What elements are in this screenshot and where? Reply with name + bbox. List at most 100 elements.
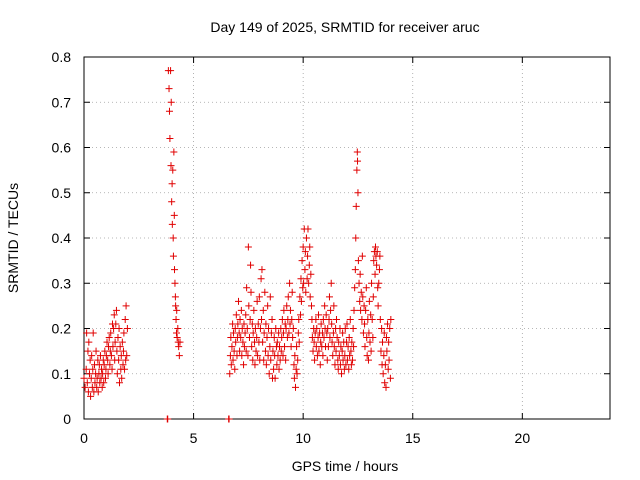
data-point (83, 379, 91, 387)
data-point (165, 85, 173, 93)
x-tick-label: 10 (295, 430, 311, 446)
data-point (266, 343, 274, 351)
data-point (375, 279, 383, 287)
y-tick-label: 0.3 (52, 275, 72, 291)
data-point (307, 270, 315, 278)
data-point (306, 293, 314, 301)
data-point (281, 343, 289, 351)
data-point (353, 148, 361, 156)
data-point (114, 334, 122, 342)
data-point (368, 279, 376, 287)
data-point (307, 302, 315, 310)
data-point (354, 257, 362, 265)
data-point (264, 352, 272, 360)
data-point (366, 338, 374, 346)
data-point (317, 338, 325, 346)
data-point (106, 347, 114, 355)
data-point (121, 315, 129, 323)
y-tick-label: 0.7 (52, 94, 72, 110)
data-point (301, 248, 309, 256)
data-point (251, 361, 259, 369)
data-point (295, 315, 303, 323)
data-point (257, 275, 265, 283)
data-point (313, 325, 321, 332)
data-point (371, 243, 379, 251)
data-point (171, 279, 179, 287)
data-point (302, 234, 310, 242)
data-point (122, 356, 130, 364)
data-point (314, 334, 322, 342)
data-point (277, 347, 285, 355)
data-point (173, 334, 181, 342)
data-point (255, 293, 263, 301)
y-tick-label: 0.2 (52, 321, 72, 337)
data-point (324, 343, 332, 351)
data-point (228, 343, 236, 351)
data-point (244, 243, 252, 251)
data-point (329, 352, 337, 360)
data-point (167, 98, 175, 106)
data-point (253, 334, 261, 342)
data-point (282, 325, 290, 332)
data-point (175, 343, 183, 351)
data-point (247, 261, 255, 269)
data-point (250, 306, 258, 314)
data-point (105, 334, 113, 342)
data-point (367, 311, 375, 319)
data-point (327, 279, 335, 287)
data-point (236, 347, 244, 355)
data-point (373, 261, 381, 269)
data-point (109, 343, 117, 351)
data-point (231, 365, 239, 373)
data-point (325, 293, 333, 301)
data-point (347, 347, 355, 355)
data-point (121, 365, 129, 373)
data-point (345, 334, 353, 342)
data-point (88, 352, 96, 360)
data-point (291, 383, 299, 391)
data-point (104, 370, 112, 378)
data-point (85, 338, 93, 346)
data-point (323, 329, 331, 337)
data-point (269, 347, 277, 355)
data-point (383, 347, 391, 355)
data-point (268, 315, 276, 323)
x-tick-label: 20 (515, 430, 531, 446)
data-point (386, 325, 394, 332)
data-point (374, 284, 382, 292)
data-point (354, 189, 362, 197)
data-points (80, 67, 395, 423)
data-point (174, 325, 182, 332)
data-point (328, 338, 336, 346)
data-point (348, 356, 356, 364)
data-point (286, 306, 294, 314)
data-point (245, 334, 253, 342)
data-point (232, 311, 240, 319)
data-point (299, 284, 307, 292)
data-point (306, 243, 314, 251)
data-point (171, 266, 179, 274)
data-point (172, 302, 180, 310)
data-point (330, 343, 338, 351)
data-point (339, 329, 347, 337)
data-point (346, 315, 354, 323)
data-point (301, 266, 309, 274)
data-point (254, 320, 262, 328)
data-point (298, 257, 306, 265)
data-point (266, 293, 274, 301)
data-point (169, 252, 177, 260)
data-point (123, 352, 131, 360)
data-point (261, 347, 269, 355)
data-point (305, 279, 313, 287)
data-point (112, 320, 120, 328)
data-point (387, 315, 395, 323)
data-point (380, 329, 388, 337)
data-point (234, 320, 242, 328)
data-point (304, 225, 312, 233)
data-point (249, 329, 257, 337)
data-point (260, 329, 268, 337)
data-point (296, 293, 304, 301)
data-point (310, 338, 318, 346)
data-point (263, 334, 271, 342)
